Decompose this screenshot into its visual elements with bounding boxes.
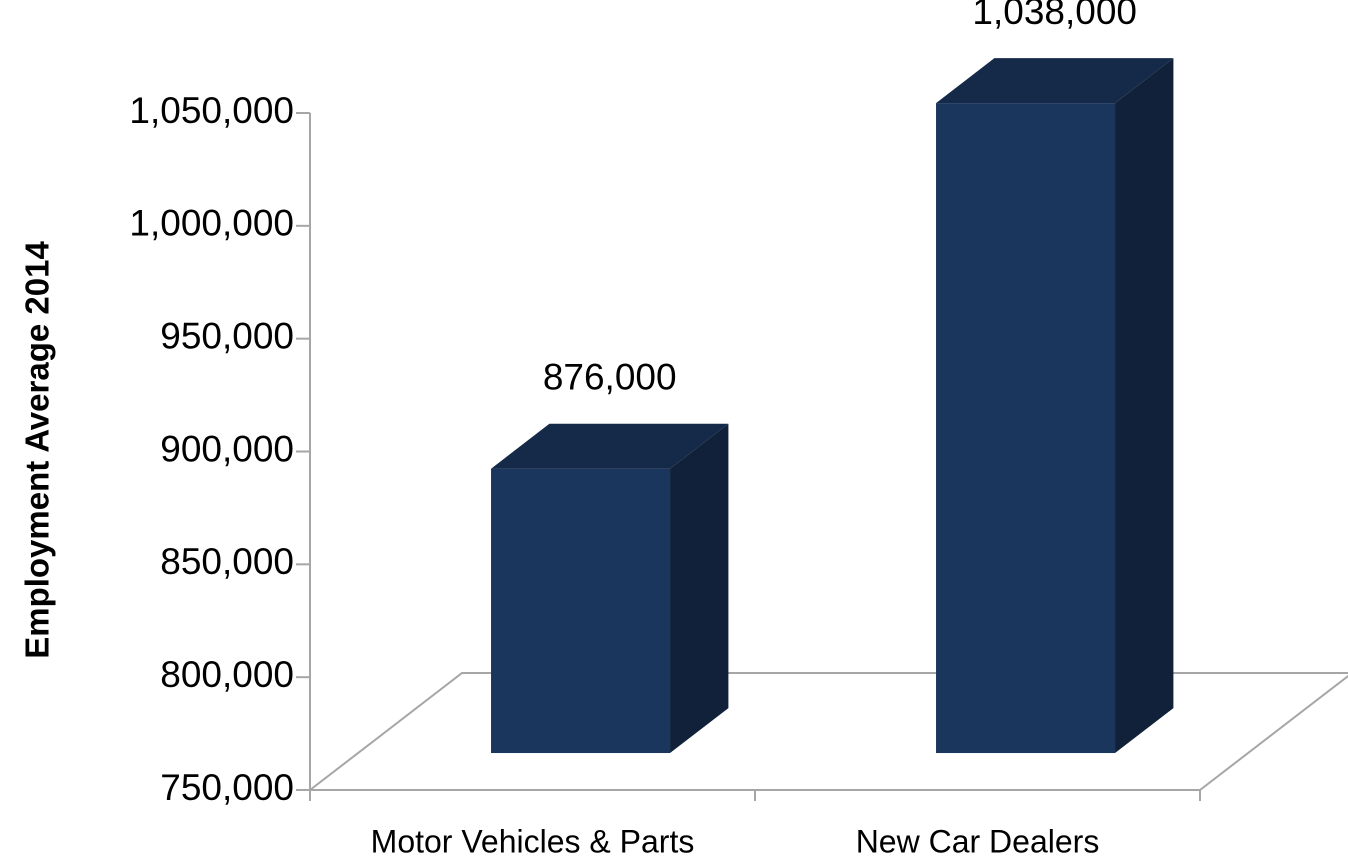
y-tick-label: 850,000 xyxy=(160,541,294,582)
floor-edge xyxy=(309,672,1348,791)
bar xyxy=(491,468,671,754)
y-tick-label: 900,000 xyxy=(160,428,294,469)
bar-top xyxy=(936,58,1174,104)
bar-side xyxy=(670,423,729,754)
data-label: 1,038,000 xyxy=(972,0,1137,32)
y-tick-label: 1,000,000 xyxy=(129,203,294,244)
y-tick-label: 950,000 xyxy=(160,315,294,356)
bar xyxy=(936,103,1116,754)
y-tick-label: 800,000 xyxy=(160,654,294,695)
x-tick-label: Motor Vehicles & Parts xyxy=(371,823,695,859)
data-label: 876,000 xyxy=(543,357,677,398)
y-tick-label: 750,000 xyxy=(160,767,294,808)
y-tick-label: 1,050,000 xyxy=(129,90,294,131)
x-tick-label: New Car Dealers xyxy=(856,823,1100,859)
bar-side xyxy=(1115,58,1174,754)
y-axis-label: Employment Average 2014 xyxy=(19,241,56,659)
bar-top xyxy=(491,423,729,469)
